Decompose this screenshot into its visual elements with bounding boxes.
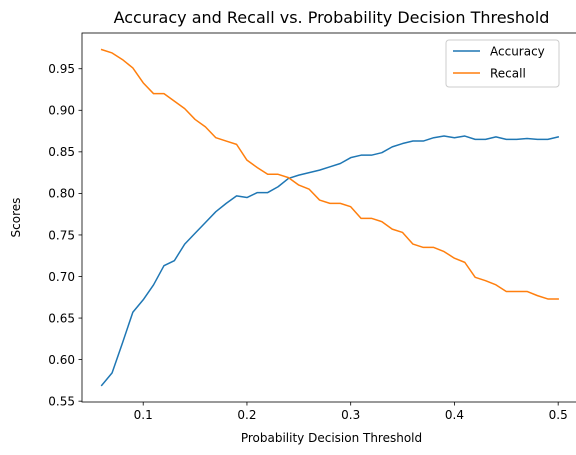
x-axis: 0.1 0.2 0.3 0.4 0.5	[134, 402, 568, 422]
y-tick-label: 0.85	[48, 145, 75, 159]
legend-label-accuracy: Accuracy	[490, 44, 545, 58]
series-line-recall	[100, 48, 559, 300]
y-axis: 0.55 0.60 0.65 0.70 0.75 0.80 0.85 0.90 0.95	[48, 62, 82, 408]
y-tick-label: 0.70	[48, 270, 75, 284]
legend: Accuracy Recall	[445, 39, 560, 88]
x-axis-label: Probability Decision Threshold	[241, 431, 422, 445]
x-tick-label: 0.1	[134, 408, 153, 422]
chart-title: Accuracy and Recall vs. Probability Deci…	[114, 8, 550, 27]
x-tick-label: 0.2	[237, 408, 256, 422]
y-tick-label: 0.80	[48, 187, 75, 201]
series-line-accuracy	[100, 135, 560, 387]
y-tick-label: 0.95	[48, 62, 75, 76]
y-tick-label: 0.75	[48, 228, 75, 242]
plot-frame	[81, 32, 576, 403]
y-tick-label: 0.60	[48, 353, 75, 367]
x-tick-label: 0.5	[549, 408, 568, 422]
x-tick-label: 0.4	[445, 408, 464, 422]
y-axis-label: Scores	[9, 198, 23, 238]
x-tick-label: 0.3	[341, 408, 360, 422]
legend-label-recall: Recall	[490, 66, 526, 80]
y-tick-label: 0.90	[48, 104, 75, 118]
y-tick-label: 0.55	[48, 394, 75, 408]
plot-area	[100, 48, 560, 387]
y-tick-label: 0.65	[48, 311, 75, 325]
